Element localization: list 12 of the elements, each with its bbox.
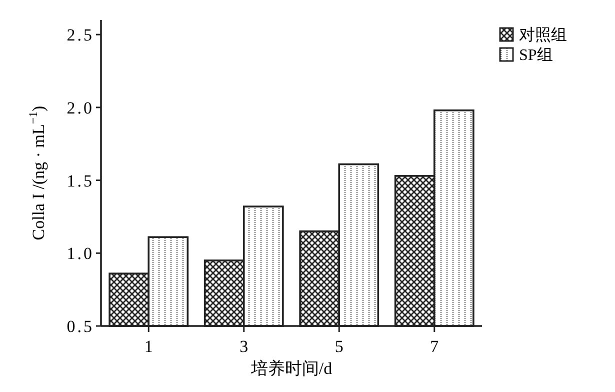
y-tick-label: 0.5 — [66, 317, 94, 336]
y-tick-label: 2.0 — [66, 98, 94, 118]
x-tick-label: 7 — [430, 337, 440, 356]
x-tick-label: 5 — [334, 337, 344, 356]
x-tick-label: 1 — [144, 337, 153, 356]
y-tick-label: 2.5 — [66, 26, 94, 45]
legend-label: SP组 — [519, 47, 553, 64]
y-tick-label: 1.0 — [66, 244, 94, 264]
y-tick-label: 1.5 — [66, 171, 94, 190]
x-axis-title: 培养时间/d — [250, 359, 333, 378]
x-tick-label: 3 — [240, 337, 248, 356]
legend-label: 对照组 — [519, 26, 567, 44]
